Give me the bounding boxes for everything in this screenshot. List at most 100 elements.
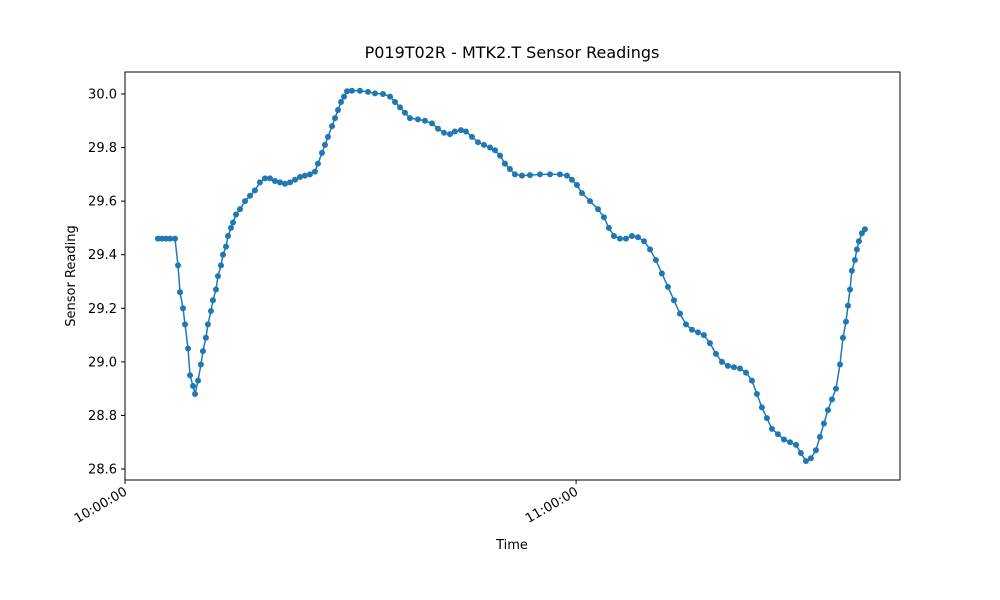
data-point (480, 141, 487, 148)
data-point (301, 172, 308, 179)
data-point (371, 90, 378, 97)
data-point (233, 211, 240, 218)
y-axis-label: Sensor Reading (64, 225, 79, 326)
data-point (853, 246, 860, 253)
data-point (506, 165, 513, 172)
data-point (224, 232, 231, 239)
data-point (435, 125, 442, 132)
data-point (780, 436, 787, 443)
data-point (457, 127, 464, 134)
y-tick-label: 29.6 (88, 195, 117, 210)
data-point (802, 457, 809, 464)
data-point (753, 391, 760, 398)
data-point (797, 449, 804, 456)
data-line (157, 90, 866, 462)
data-point (501, 160, 508, 167)
data-point (212, 286, 219, 293)
data-point (192, 391, 199, 398)
data-point (807, 455, 814, 462)
y-tick-label: 29.4 (88, 248, 117, 263)
data-point (175, 262, 182, 269)
data-point (718, 358, 725, 365)
data-point (214, 273, 221, 280)
data-point (816, 433, 823, 440)
data-point (344, 88, 351, 95)
data-point (187, 372, 194, 379)
data-point (324, 133, 331, 140)
data-point (335, 107, 342, 114)
data-point (204, 321, 211, 328)
data-point (736, 365, 743, 372)
data-point (207, 307, 214, 314)
data-point (547, 171, 554, 178)
data-point (820, 420, 827, 427)
data-point (839, 334, 846, 341)
data-point (847, 286, 854, 293)
data-point (185, 345, 192, 352)
data-point (487, 144, 494, 151)
data-point (256, 179, 263, 186)
data-point (828, 396, 835, 403)
data-point (292, 176, 299, 183)
data-point (628, 232, 635, 239)
data-point (251, 187, 258, 194)
data-point (397, 104, 404, 111)
data-point (497, 152, 504, 159)
data-point (182, 321, 189, 328)
data-point (421, 117, 428, 124)
data-point (468, 133, 475, 140)
data-point (676, 310, 683, 317)
data-point (712, 350, 719, 357)
data-point (730, 364, 737, 371)
data-point (379, 90, 386, 97)
data-point (228, 224, 235, 231)
plot-frame (124, 71, 901, 481)
data-point (851, 257, 858, 264)
data-point (706, 340, 713, 347)
data-point (652, 257, 659, 264)
data-point (401, 109, 408, 116)
data-point (768, 425, 775, 432)
x-axis-label: Time (495, 538, 528, 553)
data-point (441, 129, 448, 136)
data-point (842, 318, 849, 325)
data-point (861, 226, 868, 233)
data-point (556, 171, 563, 178)
data-point (605, 224, 612, 231)
data-point (573, 182, 580, 189)
data-point (195, 377, 202, 384)
data-point (321, 141, 328, 148)
y-tick-label: 28.6 (88, 463, 117, 478)
data-point (511, 171, 518, 178)
data-point (563, 172, 570, 179)
data-point (688, 326, 695, 333)
data-point (171, 235, 178, 242)
data-point (641, 238, 648, 245)
data-point (763, 415, 770, 422)
data-point (492, 147, 499, 154)
data-point (318, 149, 325, 156)
data-point (451, 128, 458, 135)
data-point (462, 128, 469, 135)
data-point (277, 179, 283, 186)
data-point (622, 235, 629, 242)
data-point (364, 88, 371, 95)
data-point (587, 198, 593, 205)
data-point (392, 99, 399, 106)
data-point (406, 115, 413, 122)
data-point (474, 139, 481, 146)
data-point (261, 175, 268, 182)
data-point (695, 329, 702, 336)
data-point (199, 348, 206, 355)
data-point (306, 171, 313, 178)
data-point (786, 439, 793, 446)
data-point (247, 192, 254, 199)
data-point (595, 206, 602, 213)
chart-title: P019T02R - MTK2.T Sensor Readings (365, 43, 660, 62)
data-point (242, 198, 249, 205)
data-point (271, 178, 278, 185)
data-point (230, 219, 237, 226)
data-point (166, 235, 173, 242)
